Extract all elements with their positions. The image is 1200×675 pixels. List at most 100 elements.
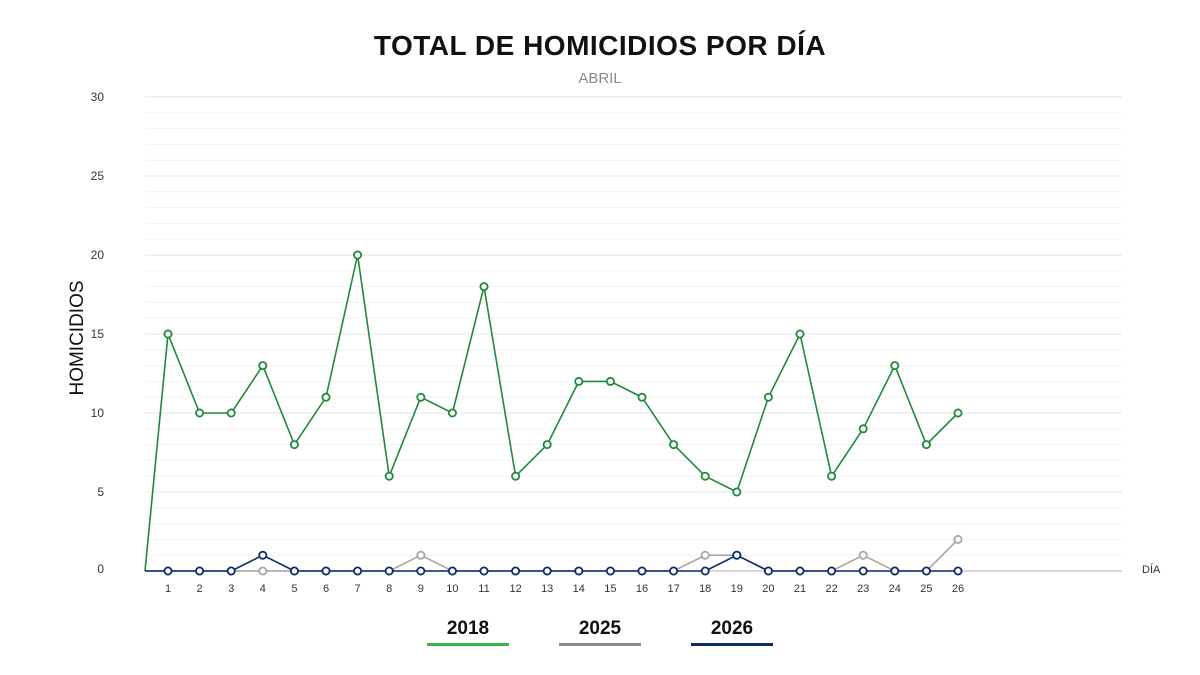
x-tick-label: 16 <box>636 583 648 595</box>
series-group <box>144 250 963 576</box>
data-point-2018 <box>321 392 331 402</box>
data-point-2025 <box>416 550 426 560</box>
data-point-2018 <box>384 471 394 481</box>
data-point-2026 <box>890 566 900 576</box>
y-tick-label: 30 <box>91 90 105 104</box>
legend-label: 2018 <box>446 618 490 639</box>
data-point-2018 <box>195 408 205 418</box>
data-point-2026 <box>353 566 363 576</box>
data-point-2018 <box>574 376 584 386</box>
data-point-2026 <box>384 566 394 576</box>
data-point-2026 <box>163 566 173 576</box>
x-tick-label: 12 <box>509 583 521 595</box>
x-tick-label: 4 <box>260 583 266 595</box>
legend-label: 2025 <box>578 618 622 639</box>
data-point-2026 <box>321 566 331 576</box>
data-point-2018 <box>479 282 489 292</box>
data-point-2026 <box>827 566 837 576</box>
legend-swatch <box>559 643 641 646</box>
data-point-2018 <box>416 392 426 402</box>
data-point-2026 <box>511 566 521 576</box>
y-tick-label: 15 <box>91 327 105 341</box>
x-tick-label: 13 <box>541 583 553 595</box>
data-point-2026 <box>447 566 457 576</box>
data-point-2018 <box>542 440 552 450</box>
data-point-2018 <box>953 408 963 418</box>
x-tick-label: 23 <box>857 583 869 595</box>
data-point-2026 <box>700 566 710 576</box>
data-point-2026 <box>953 566 963 576</box>
x-tick-label: 14 <box>573 583 585 595</box>
x-tick-label: 26 <box>952 583 964 595</box>
data-point-2018 <box>890 361 900 371</box>
data-point-2026 <box>289 566 299 576</box>
legend-label: 2026 <box>710 618 754 639</box>
y-tick-label: 10 <box>91 406 105 420</box>
x-tick-label: 25 <box>920 583 932 595</box>
legend-swatch <box>427 643 509 646</box>
y-tick-label: 5 <box>97 485 104 499</box>
data-point-2026 <box>226 566 236 576</box>
y-axis-label: HOMICIDIOS <box>67 280 88 395</box>
series-2026 <box>145 550 963 576</box>
y-tick-label: 0 <box>97 562 104 576</box>
data-point-2018 <box>858 424 868 434</box>
data-point-2018 <box>637 392 647 402</box>
data-point-2026 <box>795 566 805 576</box>
data-point-2018 <box>163 329 173 339</box>
data-point-2026 <box>763 566 773 576</box>
chart-title: TOTAL DE HOMICIDIOS POR DÍA <box>373 30 827 61</box>
x-tick-label: 2 <box>197 583 203 595</box>
grid-lines <box>145 96 1122 572</box>
data-point-2018 <box>289 440 299 450</box>
x-tick-label: 8 <box>386 583 392 595</box>
legend-item-2025: 2025 <box>559 618 641 646</box>
x-axis-label: DÍA <box>1142 563 1161 576</box>
data-point-2018 <box>353 250 363 260</box>
data-point-2025 <box>858 550 868 560</box>
x-tick-label: 18 <box>699 583 711 595</box>
x-tick-label: 5 <box>291 583 297 595</box>
x-tick-label: 3 <box>228 583 234 595</box>
x-tick-label: 19 <box>731 583 743 595</box>
data-point-2025 <box>258 566 268 576</box>
x-tick-label: 20 <box>762 583 774 595</box>
data-point-2018 <box>447 408 457 418</box>
x-tick-label: 11 <box>478 583 489 595</box>
data-point-2018 <box>921 440 931 450</box>
x-tick-label: 9 <box>418 583 424 595</box>
legend-swatch <box>691 643 773 646</box>
data-point-2026 <box>605 566 615 576</box>
data-point-2026 <box>542 566 552 576</box>
x-tick-label: 24 <box>889 583 901 595</box>
legend-item-2018: 2018 <box>427 618 509 646</box>
data-point-2018 <box>732 487 742 497</box>
y-tick-labels: 0 5 10 15 20 25 30 <box>91 90 105 576</box>
x-tick-label: 6 <box>323 583 329 595</box>
data-point-2026 <box>669 566 679 576</box>
series-2018 <box>144 250 963 572</box>
x-tick-labels: 1 2 3 4 5 6 7 8 9 10 11 12 13 14 15 16 17 18 19 20 21 22 23 24 2… <box>165 583 964 595</box>
x-tick-label: 7 <box>355 583 361 595</box>
data-point-2026 <box>858 566 868 576</box>
data-point-2018 <box>605 376 615 386</box>
data-point-2025 <box>700 550 710 560</box>
data-point-2026 <box>637 566 647 576</box>
data-point-2018 <box>226 408 236 418</box>
data-point-2025 <box>953 534 963 544</box>
data-point-2026 <box>732 550 742 560</box>
y-tick-label: 20 <box>91 248 105 262</box>
legend-item-2026: 2026 <box>691 618 773 646</box>
x-tick-label: 17 <box>667 583 679 595</box>
data-point-2018 <box>795 329 805 339</box>
data-point-2018 <box>700 471 710 481</box>
x-tick-label: 15 <box>604 583 616 595</box>
data-point-2018 <box>669 440 679 450</box>
data-point-2018 <box>763 392 773 402</box>
x-tick-label: 10 <box>446 583 458 595</box>
data-point-2026 <box>195 566 205 576</box>
data-point-2026 <box>479 566 489 576</box>
data-point-2018 <box>511 471 521 481</box>
x-tick-label: 1 <box>165 583 171 595</box>
